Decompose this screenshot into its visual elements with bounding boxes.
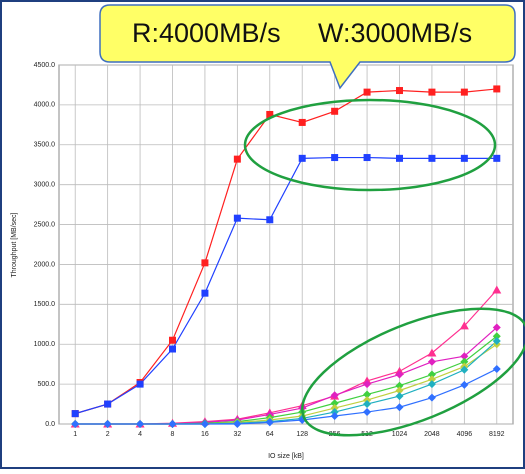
y-axis-label: Throughput [MB/sec]: [11, 212, 18, 277]
marker: [136, 420, 145, 428]
marker: [169, 345, 176, 353]
marker: [363, 400, 372, 409]
marker: [492, 332, 501, 341]
x-tick-label: 128: [296, 431, 308, 438]
marker: [233, 214, 241, 222]
x-tick-label: 2048: [424, 431, 440, 438]
marker: [363, 390, 372, 399]
y-tick-label: 0.0: [45, 421, 55, 428]
marker: [493, 154, 501, 162]
y-tick-label: 2500.0: [34, 221, 56, 228]
marker: [136, 380, 144, 388]
plot-area: 0.0 500.0 1000.0 1500.0 2000.0 2500.0 3000.0 35…: [34, 62, 514, 438]
marker: [427, 370, 436, 379]
marker: [460, 154, 468, 162]
marker: [71, 410, 79, 418]
callout: [99, 4, 516, 90]
marker: [427, 380, 436, 389]
marker: [427, 393, 436, 402]
x-tick-label: 64: [266, 431, 274, 438]
y-tick-label: 4500.0: [34, 62, 56, 69]
marker: [71, 420, 80, 428]
marker: [331, 107, 339, 115]
x-tick-label: 1: [73, 431, 77, 438]
series-line: [75, 368, 498, 425]
marker: [265, 418, 274, 427]
marker: [428, 154, 436, 162]
marker: [459, 321, 469, 330]
marker: [363, 88, 371, 96]
x-tick-label: 2: [106, 431, 110, 438]
x-tick-label: 4: [138, 431, 142, 438]
marker: [103, 420, 112, 428]
marker: [492, 323, 501, 332]
marker: [266, 216, 274, 224]
y-tick-label: 1500.0: [34, 301, 56, 308]
marker: [200, 420, 209, 428]
marker: [493, 85, 501, 93]
highlight-ellipse: [301, 307, 525, 437]
marker: [396, 154, 403, 162]
marker: [233, 420, 242, 428]
marker: [460, 352, 469, 361]
marker: [363, 380, 372, 389]
marker: [460, 357, 469, 366]
series-line: [75, 88, 497, 415]
x-axis-label: IO size [kB]: [268, 453, 304, 460]
marker: [395, 370, 404, 379]
marker: [330, 391, 339, 400]
x-tick-label: 8: [171, 431, 175, 438]
marker: [363, 408, 372, 417]
marker: [266, 110, 274, 118]
marker: [330, 399, 339, 408]
y-tick-label: 2000.0: [34, 261, 56, 268]
marker: [298, 154, 306, 162]
marker: [396, 87, 403, 95]
marker: [395, 392, 404, 401]
y-tick-label: 500.0: [37, 381, 55, 388]
y-tick-label: 1000.0: [34, 341, 56, 348]
marker: [233, 155, 241, 163]
marker: [460, 365, 469, 374]
x-tick-label: 32: [233, 431, 241, 438]
marker: [331, 154, 339, 162]
marker: [460, 88, 468, 96]
marker: [492, 364, 501, 373]
marker: [169, 336, 176, 344]
marker: [492, 337, 501, 346]
series-line: [75, 156, 497, 415]
plot-background: [58, 64, 514, 425]
x-tick-label: 1024: [392, 431, 408, 438]
marker: [492, 285, 502, 294]
x-tick-label: 16: [201, 431, 209, 438]
highlight-ellipse: [243, 98, 497, 192]
y-tick-label: 3500.0: [34, 142, 56, 149]
x-tick-label: 8192: [489, 431, 505, 438]
y-tick-label: 3000.0: [34, 182, 56, 189]
marker: [460, 380, 469, 389]
marker: [428, 88, 436, 96]
marker: [168, 420, 177, 428]
marker: [104, 400, 112, 408]
marker: [395, 403, 404, 412]
marker: [298, 118, 306, 126]
marker: [201, 259, 209, 267]
marker: [363, 154, 371, 162]
marker: [395, 381, 404, 390]
marker: [330, 412, 339, 421]
y-tick-label: 4000.0: [34, 102, 56, 109]
marker: [427, 348, 437, 357]
marker: [201, 289, 209, 297]
x-tick-label: 4096: [457, 431, 473, 438]
annotation: R:4000MB/s: [132, 18, 281, 48]
annotation: W:3000MB/s: [318, 18, 472, 48]
marker: [427, 375, 436, 384]
marker: [395, 386, 404, 395]
marker: [427, 357, 436, 366]
